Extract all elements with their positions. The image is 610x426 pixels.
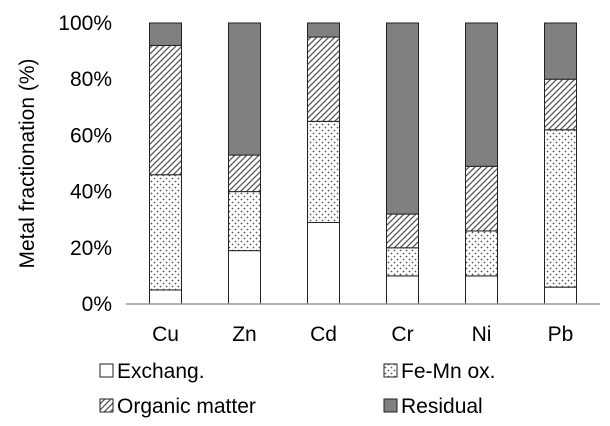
x-tick-label: Ni [472, 323, 492, 346]
legend-swatch [383, 398, 398, 413]
bar-segment [228, 250, 261, 305]
bar-segment [307, 36, 340, 122]
bar-segment [307, 22, 340, 38]
bars [149, 22, 577, 305]
bar-segment [465, 230, 498, 277]
x-tick-label: Cd [310, 323, 337, 346]
bar-segment [386, 22, 419, 215]
bar-segment [307, 120, 340, 224]
bar-segment [544, 129, 577, 288]
y-axis-ticks: 0% 20% 40% 60% 80% 100% [58, 12, 112, 316]
y-tick-label: 100% [58, 12, 112, 35]
bar-segment [228, 154, 261, 193]
bar-segment [544, 78, 577, 131]
bar-segment [544, 22, 577, 80]
bar-segment [149, 289, 182, 305]
x-axis-ticks: Cu Zn Cd Cr Ni Pb [152, 323, 573, 346]
y-tick-label: 0% [82, 293, 112, 316]
bar-segment [149, 22, 182, 46]
y-axis-title: Metal fractionation (%) [16, 58, 39, 268]
legend-swatch [99, 398, 114, 413]
bar-segment [228, 22, 261, 156]
legend-label: Organic matter [117, 395, 256, 418]
x-tick-label: Cr [391, 323, 413, 346]
bar-segment [386, 213, 419, 249]
legend: Exchang. Fe-Mn ox. Organic matter Residual [99, 360, 496, 418]
legend-label: Fe-Mn ox. [401, 360, 496, 383]
bar-segment [465, 165, 498, 232]
legend-label: Residual [401, 395, 483, 418]
bar-segment [386, 247, 419, 277]
x-tick-label: Cu [152, 323, 179, 346]
legend-label: Exchang. [117, 360, 205, 383]
bar-segment [465, 22, 498, 167]
x-tick-label: Pb [548, 323, 574, 346]
bar-segment [149, 44, 182, 176]
legend-swatch [383, 363, 398, 378]
bar-segment [544, 286, 577, 305]
legend-swatch [99, 363, 114, 378]
y-tick-label: 40% [70, 181, 112, 204]
y-tick-label: 60% [70, 124, 112, 147]
bar-segment [149, 174, 182, 291]
bar-segment [386, 275, 419, 305]
bar-segment [228, 191, 261, 252]
bar-segment [465, 275, 498, 305]
x-tick-label: Zn [232, 323, 257, 346]
y-tick-label: 20% [70, 237, 112, 260]
bar-segment [307, 222, 340, 305]
y-tick-label: 80% [70, 68, 112, 91]
